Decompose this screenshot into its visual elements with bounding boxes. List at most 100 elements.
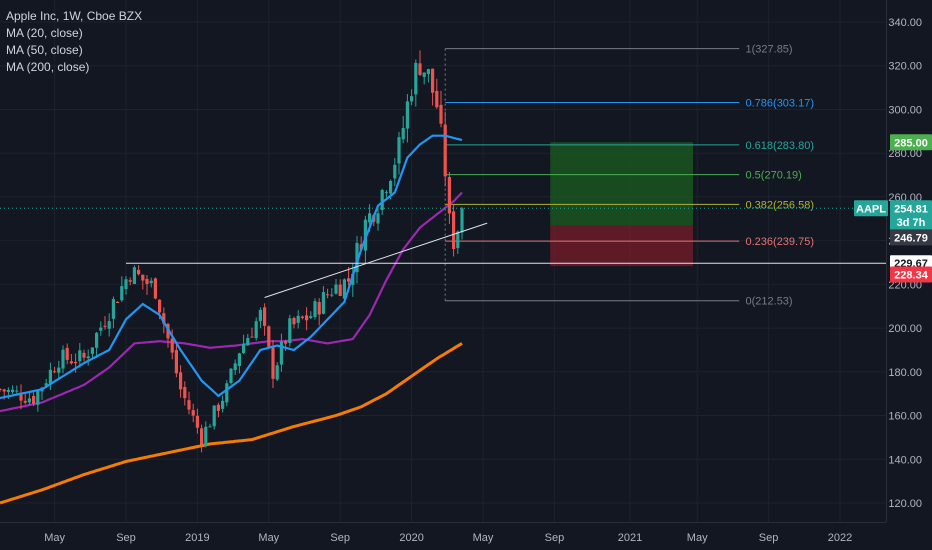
legend-symbol[interactable]: Apple Inc, 1W, Cboe BZX xyxy=(6,9,143,23)
candle-body xyxy=(204,426,208,447)
candle-body xyxy=(99,327,103,331)
trend-line xyxy=(264,222,488,298)
price-label-text: 3d 7h xyxy=(897,217,926,229)
time-tick-label: 2019 xyxy=(185,532,209,544)
candle-body xyxy=(174,350,178,374)
candle-body xyxy=(334,284,338,294)
candle-body xyxy=(158,299,162,313)
stop-zone xyxy=(550,225,693,267)
candle-body xyxy=(263,307,267,326)
candles xyxy=(0,50,464,453)
candle-body xyxy=(19,392,23,401)
fib-level-label: 0.382(256.58) xyxy=(746,199,815,211)
candle-body xyxy=(170,338,174,353)
candle-body xyxy=(187,400,191,410)
price-label-box xyxy=(890,200,932,217)
grid xyxy=(0,0,886,522)
candle-body xyxy=(355,242,359,273)
fib-level-label: 1(327.85) xyxy=(746,44,793,56)
time-tick-label: 2021 xyxy=(618,532,642,544)
fib-retracement[interactable]: 1(327.85) 0.786(303.17) 0.618(283.80) 0.5(2… xyxy=(444,44,815,308)
price-tick-label: 180.00 xyxy=(888,367,922,379)
price-axis[interactable]: 120.00140.00160.00180.00200.00220.00240.… xyxy=(886,0,923,522)
long-position-tool[interactable] xyxy=(550,142,693,267)
candle-body xyxy=(153,278,157,299)
candle-body xyxy=(342,279,346,299)
time-tick-label: Sep xyxy=(330,532,350,544)
candle-body xyxy=(57,367,61,373)
candle-body xyxy=(305,315,309,321)
candle-body xyxy=(2,389,6,392)
fib-level-label: 0.786(303.17) xyxy=(746,98,815,110)
candle-body xyxy=(460,208,464,233)
candle-body xyxy=(288,318,292,344)
time-tick-label: May xyxy=(258,532,279,544)
candle-body xyxy=(145,278,149,285)
candle-body xyxy=(246,337,250,346)
candle-body xyxy=(221,400,225,409)
candle-body xyxy=(279,341,283,365)
candle-body xyxy=(389,180,393,194)
candle-body xyxy=(275,365,279,380)
candle-body xyxy=(452,211,456,250)
fib-level-label: 0.618(283.80) xyxy=(746,140,815,152)
candle-body xyxy=(90,347,94,354)
candle-body xyxy=(36,390,40,405)
candle-body xyxy=(141,274,145,281)
ma200-line xyxy=(0,342,463,505)
candle-body xyxy=(82,352,86,358)
candle-body xyxy=(137,269,141,275)
price-label-box xyxy=(890,134,932,151)
price-label-text: 254.81 xyxy=(894,203,928,215)
price-label-text: 228.34 xyxy=(894,270,929,282)
time-tick-label: Sep xyxy=(545,532,565,544)
candle-body xyxy=(237,353,241,366)
candle-body xyxy=(401,128,405,140)
price-label-box xyxy=(890,266,932,283)
candle-body xyxy=(435,90,439,108)
candle-body xyxy=(61,349,65,369)
candle-body xyxy=(447,177,451,214)
candle-body xyxy=(431,68,435,93)
candle-body xyxy=(233,363,237,371)
legend-ma20[interactable]: MA (20, close) xyxy=(6,26,83,40)
legend-ma200[interactable]: MA (200, close) xyxy=(6,60,90,74)
symbol-label-box xyxy=(854,200,888,217)
candle-body xyxy=(216,404,220,411)
candle-body xyxy=(376,213,380,224)
ma50-path xyxy=(0,191,463,413)
candle-body xyxy=(267,326,271,347)
candle-body xyxy=(116,302,120,304)
candle-body xyxy=(426,69,430,75)
candle-body xyxy=(292,317,296,325)
time-tick-label: 2020 xyxy=(399,532,423,544)
candle-body xyxy=(380,190,384,211)
candle-body xyxy=(254,321,258,339)
candle-body xyxy=(103,325,107,327)
candle-body xyxy=(200,428,204,445)
time-tick-label: Sep xyxy=(116,532,136,544)
time-tick-label: 2022 xyxy=(828,532,852,544)
time-axis[interactable]: May Sep 2019 May Sep 2020 May Sep 2021 May Sep 2022 xyxy=(0,522,886,545)
candle-body xyxy=(191,410,195,416)
candle-body xyxy=(74,361,78,364)
price-tick-label: 200.00 xyxy=(888,323,922,335)
candle-body xyxy=(347,278,351,282)
candle-body xyxy=(258,309,262,322)
candle-body xyxy=(300,316,304,318)
candle-body xyxy=(69,361,73,364)
candle-body xyxy=(330,294,334,296)
candle-body xyxy=(338,284,342,297)
candle-body xyxy=(78,350,82,362)
legend-ma50[interactable]: MA (50, close) xyxy=(6,43,83,57)
candle-body xyxy=(15,390,19,392)
time-tick-label: May xyxy=(473,532,494,544)
drawings[interactable] xyxy=(0,207,886,298)
fib-level-label: 0(212.53) xyxy=(746,296,793,308)
ma20-path xyxy=(0,134,463,400)
candle-body xyxy=(27,398,31,403)
candle-body xyxy=(397,137,401,164)
candle-body xyxy=(212,405,216,427)
candle-body xyxy=(32,396,36,404)
